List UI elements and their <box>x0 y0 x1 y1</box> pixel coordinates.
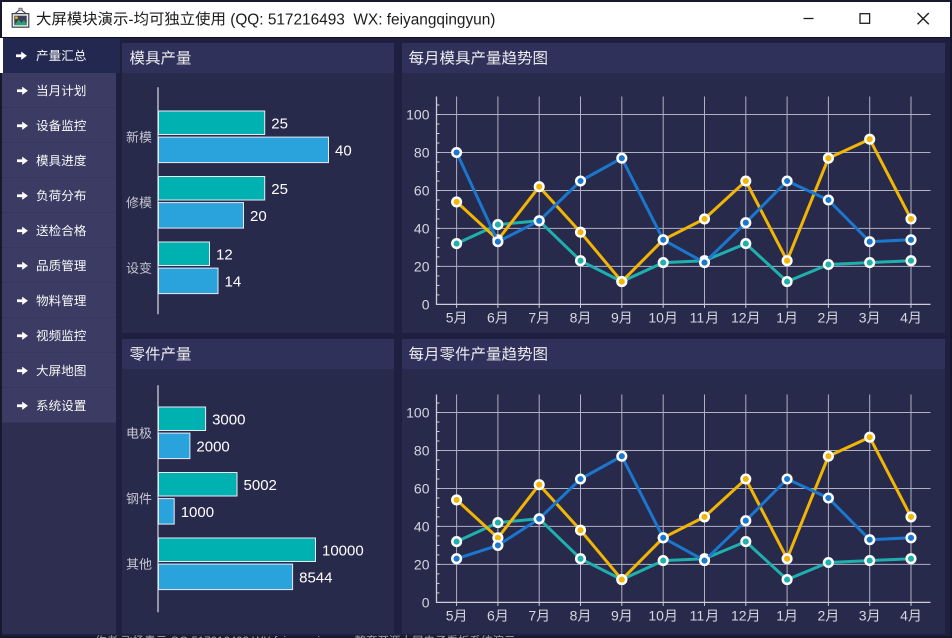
svg-text:40: 40 <box>335 142 352 159</box>
svg-text:3: 3 <box>859 310 867 326</box>
svg-text:80: 80 <box>414 144 430 160</box>
svg-text:4: 4 <box>900 608 908 624</box>
svg-text:12: 12 <box>216 246 233 263</box>
svg-text:20: 20 <box>414 556 430 572</box>
svg-text:7: 7 <box>528 310 536 326</box>
svg-text:10: 10 <box>648 310 664 326</box>
svg-text:80: 80 <box>414 442 430 458</box>
svg-text:60: 60 <box>414 182 430 198</box>
svg-text:7: 7 <box>528 608 536 624</box>
svg-text:60: 60 <box>414 480 430 496</box>
svg-text:9: 9 <box>611 608 619 624</box>
svg-text:8544: 8544 <box>299 569 332 586</box>
svg-text:2: 2 <box>818 608 826 624</box>
svg-text:-: - <box>128 11 133 28</box>
svg-text:4: 4 <box>900 310 908 326</box>
svg-text:14: 14 <box>225 273 242 290</box>
svg-text:QQ:517216493 WX:feiyangqingyun: QQ:517216493 WX:feiyangqingyun <box>167 636 354 638</box>
svg-text:11: 11 <box>690 608 705 624</box>
svg-text:3000: 3000 <box>212 411 245 428</box>
svg-text:9: 9 <box>611 310 619 326</box>
svg-text:0: 0 <box>422 594 430 610</box>
svg-text:40: 40 <box>414 220 430 236</box>
svg-text:8: 8 <box>570 310 578 326</box>
svg-text:2: 2 <box>818 310 826 326</box>
svg-text:6: 6 <box>487 608 495 624</box>
svg-text::: : <box>118 636 121 638</box>
svg-text:10000: 10000 <box>322 542 364 559</box>
svg-text:11: 11 <box>690 310 705 326</box>
svg-text:12: 12 <box>731 608 747 624</box>
svg-text:12: 12 <box>731 310 747 326</box>
svg-text:2000: 2000 <box>196 438 229 455</box>
svg-text:40: 40 <box>414 518 430 534</box>
svg-text:5: 5 <box>446 608 454 624</box>
svg-text:(QQ: 517216493 WX: feiyangqin: (QQ: 517216493 WX: feiyangqingyun) <box>226 11 496 28</box>
svg-text:20: 20 <box>250 208 267 225</box>
svg-text:100: 100 <box>406 107 430 123</box>
svg-text:0: 0 <box>422 296 430 312</box>
svg-text:3: 3 <box>859 608 867 624</box>
svg-text:5002: 5002 <box>244 477 277 494</box>
svg-text:20: 20 <box>414 258 430 274</box>
svg-text:25: 25 <box>271 181 288 198</box>
svg-text:1000: 1000 <box>181 504 214 521</box>
svg-text:8: 8 <box>570 608 578 624</box>
svg-text:100: 100 <box>406 405 430 421</box>
svg-text:10: 10 <box>648 608 664 624</box>
svg-text:1: 1 <box>776 310 784 326</box>
svg-text:6: 6 <box>487 310 495 326</box>
svg-text:25: 25 <box>271 115 288 132</box>
svg-text:1: 1 <box>776 608 784 624</box>
svg-text:5: 5 <box>446 310 454 326</box>
